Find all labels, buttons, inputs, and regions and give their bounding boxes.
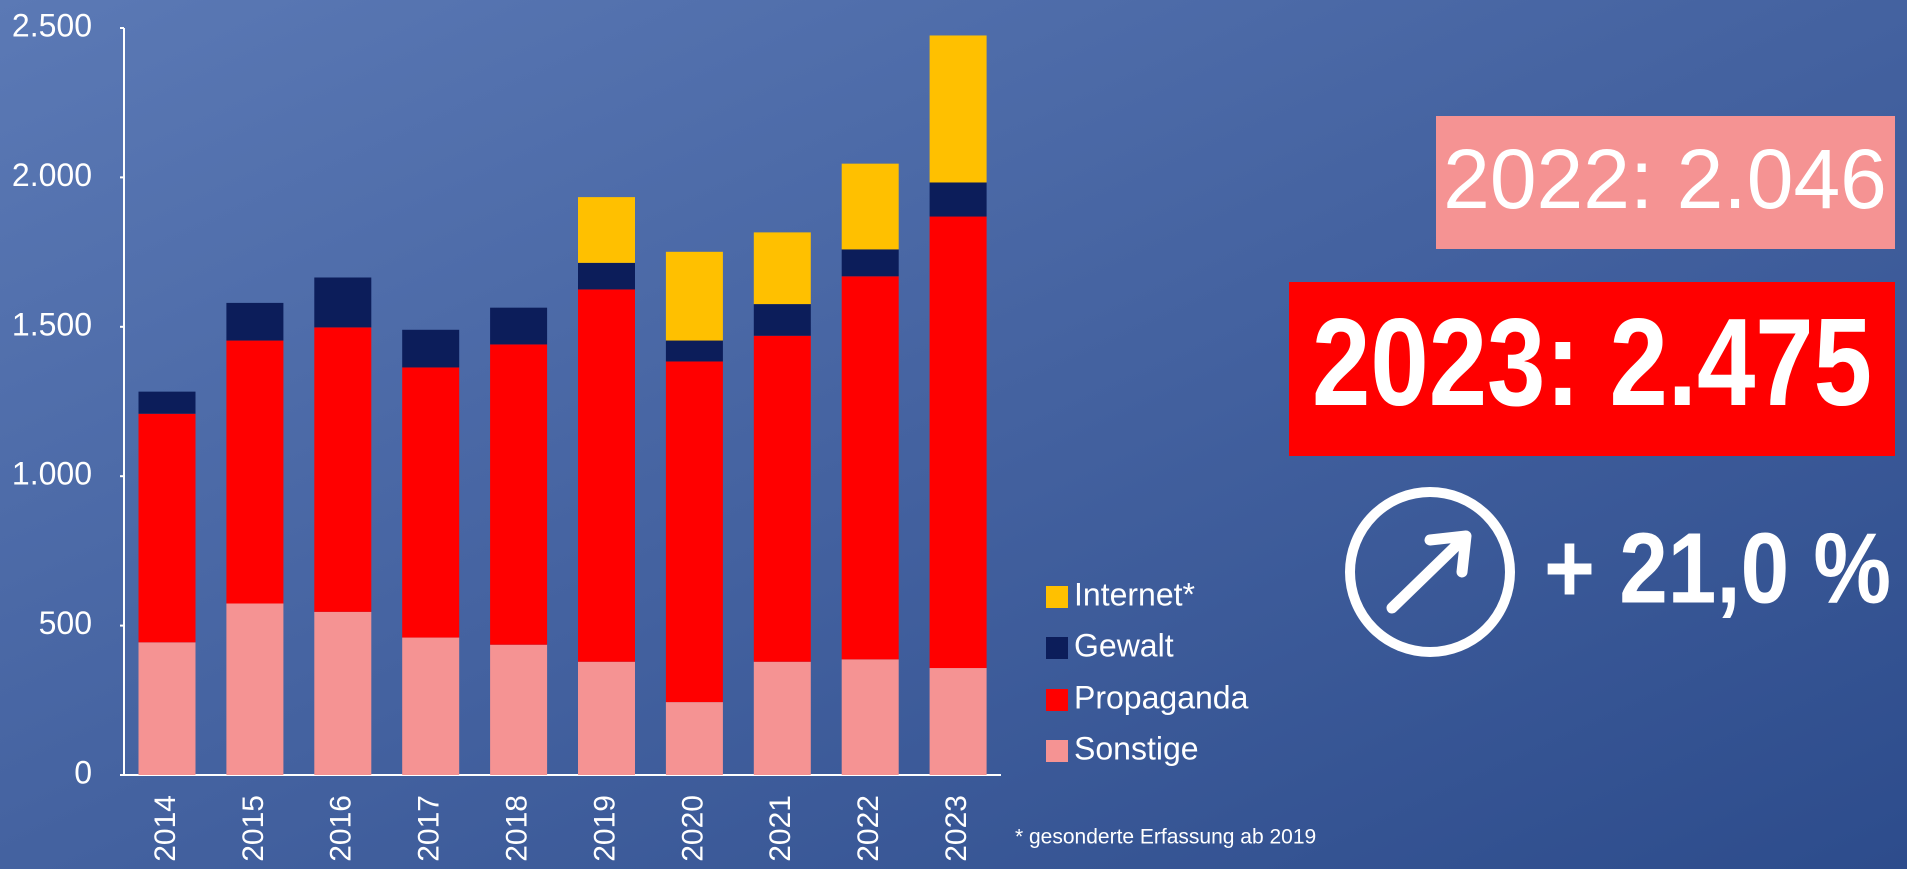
annotation-box — [1289, 282, 1895, 456]
legend-swatch — [1046, 689, 1068, 711]
bar-segment — [314, 327, 372, 612]
bar-segment — [753, 661, 811, 775]
bar-segment — [841, 659, 899, 775]
legend-swatch — [1046, 586, 1068, 608]
bar-segment — [402, 329, 460, 368]
bar-segment — [665, 251, 723, 341]
bar-segment — [578, 661, 635, 775]
bar-segment — [929, 668, 987, 775]
bar-segment — [929, 216, 987, 669]
legend-label: Gewalt — [1074, 627, 1174, 663]
y-tick-label: 1.000 — [12, 456, 92, 492]
bar-segment — [578, 289, 635, 662]
bar-segment — [929, 182, 987, 217]
bar-segment — [578, 262, 635, 290]
bar-segment — [226, 340, 284, 604]
y-tick-label: 2.000 — [12, 157, 92, 193]
trend-arrow — [1386, 530, 1472, 614]
bar-segment — [138, 642, 196, 775]
annotation-box — [1436, 116, 1895, 249]
bar-segment — [402, 637, 460, 775]
legend-label: Propaganda — [1074, 679, 1249, 715]
y-tick-label: 0 — [74, 754, 92, 790]
legend-label: Sonstige — [1074, 730, 1199, 766]
bar-segment — [665, 702, 723, 775]
bar-segment — [226, 302, 284, 341]
x-tick-label: 2014 — [149, 795, 182, 862]
annotation: 2022: 2.046 — [1443, 132, 1887, 226]
x-tick-label: 2023 — [940, 795, 973, 862]
x-tick-label: 2018 — [501, 795, 534, 862]
bar-segment — [753, 335, 811, 662]
bar-segment — [841, 163, 899, 250]
x-tick-label: 2021 — [764, 795, 797, 862]
bar-segment — [578, 197, 635, 263]
bar-segment — [490, 644, 548, 775]
y-tick-label: 2.500 — [12, 7, 92, 43]
y-tick-label: 1.500 — [12, 306, 92, 342]
annotation: + 21,0 % — [1544, 512, 1891, 624]
footnote: * gesonderte Erfassung ab 2019 — [1015, 826, 1316, 849]
legend-swatch — [1046, 637, 1068, 659]
legend-swatch — [1046, 740, 1068, 762]
bar-segment — [138, 391, 196, 414]
x-tick-label: 2015 — [237, 795, 270, 862]
bar-segment — [929, 35, 987, 183]
bar-segment — [665, 361, 723, 703]
bar-segment — [402, 367, 460, 638]
trend-icon — [1345, 487, 1515, 657]
bar-segment — [138, 413, 196, 643]
x-tick-label: 2020 — [676, 795, 709, 862]
bar-segment — [490, 344, 548, 645]
bar-segment — [841, 249, 899, 277]
bar-segment — [490, 307, 548, 345]
bar-segment — [753, 232, 811, 305]
bar-segment — [314, 611, 372, 775]
bar-segment — [314, 277, 372, 328]
bar-segment — [226, 603, 284, 775]
x-tick-label: 2017 — [413, 795, 446, 862]
x-tick-label: 2019 — [588, 795, 621, 862]
bar-segment — [665, 340, 723, 362]
bar-segment — [753, 304, 811, 336]
annotation: 2023: 2.475 — [1312, 294, 1872, 432]
x-tick-label: 2016 — [325, 795, 358, 862]
bar-segment — [841, 276, 899, 660]
y-tick-label: 500 — [39, 605, 92, 641]
legend-label: Internet* — [1074, 576, 1195, 612]
x-tick-label: 2022 — [852, 795, 885, 862]
